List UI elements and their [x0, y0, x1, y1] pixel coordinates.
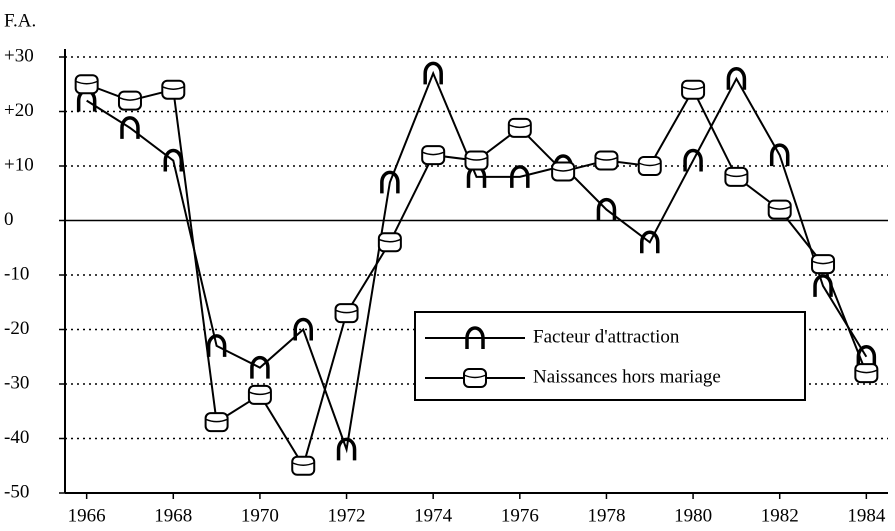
marker — [377, 232, 402, 253]
marker-shape — [640, 230, 660, 254]
marker — [120, 116, 140, 139]
marker — [293, 317, 313, 341]
marker — [247, 384, 272, 405]
marker-shape — [421, 151, 445, 156]
marker-shape — [291, 462, 315, 466]
marker-shape — [293, 317, 313, 341]
marker — [380, 170, 400, 194]
y-tick-label: +30 — [4, 45, 34, 66]
marker — [117, 90, 142, 111]
marker-shape — [335, 309, 358, 314]
marker — [854, 363, 879, 384]
marker — [74, 74, 99, 95]
marker-shape — [681, 86, 705, 90]
marker-shape — [508, 124, 532, 129]
marker-shape — [638, 162, 662, 167]
marker — [336, 437, 357, 461]
marker — [334, 303, 359, 324]
marker-shape — [510, 165, 530, 188]
marker — [767, 199, 792, 220]
marker — [724, 166, 749, 187]
marker — [250, 355, 270, 379]
x-tick-label: 1978 — [587, 505, 625, 526]
marker — [507, 117, 532, 138]
legend-label: Facteur d'attraction — [533, 326, 680, 347]
marker-shape — [769, 143, 790, 167]
marker-shape — [163, 148, 184, 172]
marker-shape — [726, 67, 747, 90]
marker-shape — [206, 334, 227, 357]
marker — [856, 345, 877, 368]
marker — [726, 67, 747, 90]
marker — [683, 148, 703, 172]
marker-shape — [75, 80, 98, 85]
marker-shape — [250, 355, 270, 379]
marker-shape — [465, 326, 485, 349]
y-tick-label: -20 — [4, 318, 29, 339]
marker-shape — [423, 61, 443, 85]
x-tick-label: 1976 — [501, 505, 539, 526]
marker — [637, 156, 662, 176]
x-tick-label: 1980 — [674, 505, 712, 526]
marker-shape — [596, 197, 617, 221]
y-tick-label: -10 — [4, 263, 29, 284]
marker-shape — [813, 274, 833, 297]
marker-shape — [205, 418, 228, 423]
marker-shape — [595, 156, 618, 161]
marker-shape — [683, 148, 703, 172]
marker-shape — [811, 260, 835, 265]
marker-shape — [768, 205, 792, 210]
y-tick-label: -40 — [4, 427, 29, 448]
y-tick-label: -50 — [4, 481, 29, 502]
x-tick-label: 1974 — [414, 505, 453, 526]
marker — [510, 165, 530, 188]
marker — [464, 150, 489, 171]
series-line — [86, 70, 868, 454]
marker-shape — [856, 345, 877, 368]
marker — [204, 412, 229, 433]
marker — [811, 254, 836, 275]
marker — [463, 368, 487, 388]
marker-shape — [551, 167, 575, 172]
marker — [163, 148, 184, 172]
marker-shape — [120, 116, 140, 139]
marker — [161, 79, 186, 100]
y-axis-label: F.A. — [4, 10, 36, 31]
marker — [465, 326, 485, 349]
x-tick-label: 1972 — [328, 505, 366, 526]
marker-shape — [161, 86, 185, 90]
marker-shape — [465, 156, 488, 161]
marker — [551, 161, 576, 182]
marker — [681, 79, 706, 100]
marker — [594, 150, 619, 171]
marker-shape — [463, 374, 487, 379]
marker — [421, 145, 446, 166]
marker-shape — [855, 369, 878, 374]
marker-shape — [336, 437, 357, 461]
marker-shape — [380, 170, 400, 194]
marker-shape — [248, 391, 272, 396]
y-tick-label: +10 — [4, 154, 34, 175]
marker — [423, 61, 443, 85]
x-tick-label: 1968 — [154, 505, 192, 526]
marker-shape — [118, 96, 142, 101]
marker — [640, 230, 660, 254]
y-tick-label: 0 — [4, 209, 14, 230]
marker-shape — [725, 173, 748, 178]
marker — [291, 455, 316, 476]
marker-shape — [378, 238, 402, 243]
marker — [769, 143, 790, 167]
x-tick-label: 1970 — [241, 505, 279, 526]
marker — [206, 334, 227, 357]
x-tick-label: 1982 — [761, 505, 799, 526]
marker — [596, 197, 617, 221]
x-tick-label: 1966 — [68, 505, 106, 526]
legend-label: Naissances hors mariage — [533, 366, 721, 387]
x-tick-label: 1984 — [847, 505, 886, 526]
y-tick-label: +20 — [4, 100, 34, 121]
marker — [813, 274, 833, 297]
y-tick-label: -30 — [4, 372, 29, 393]
